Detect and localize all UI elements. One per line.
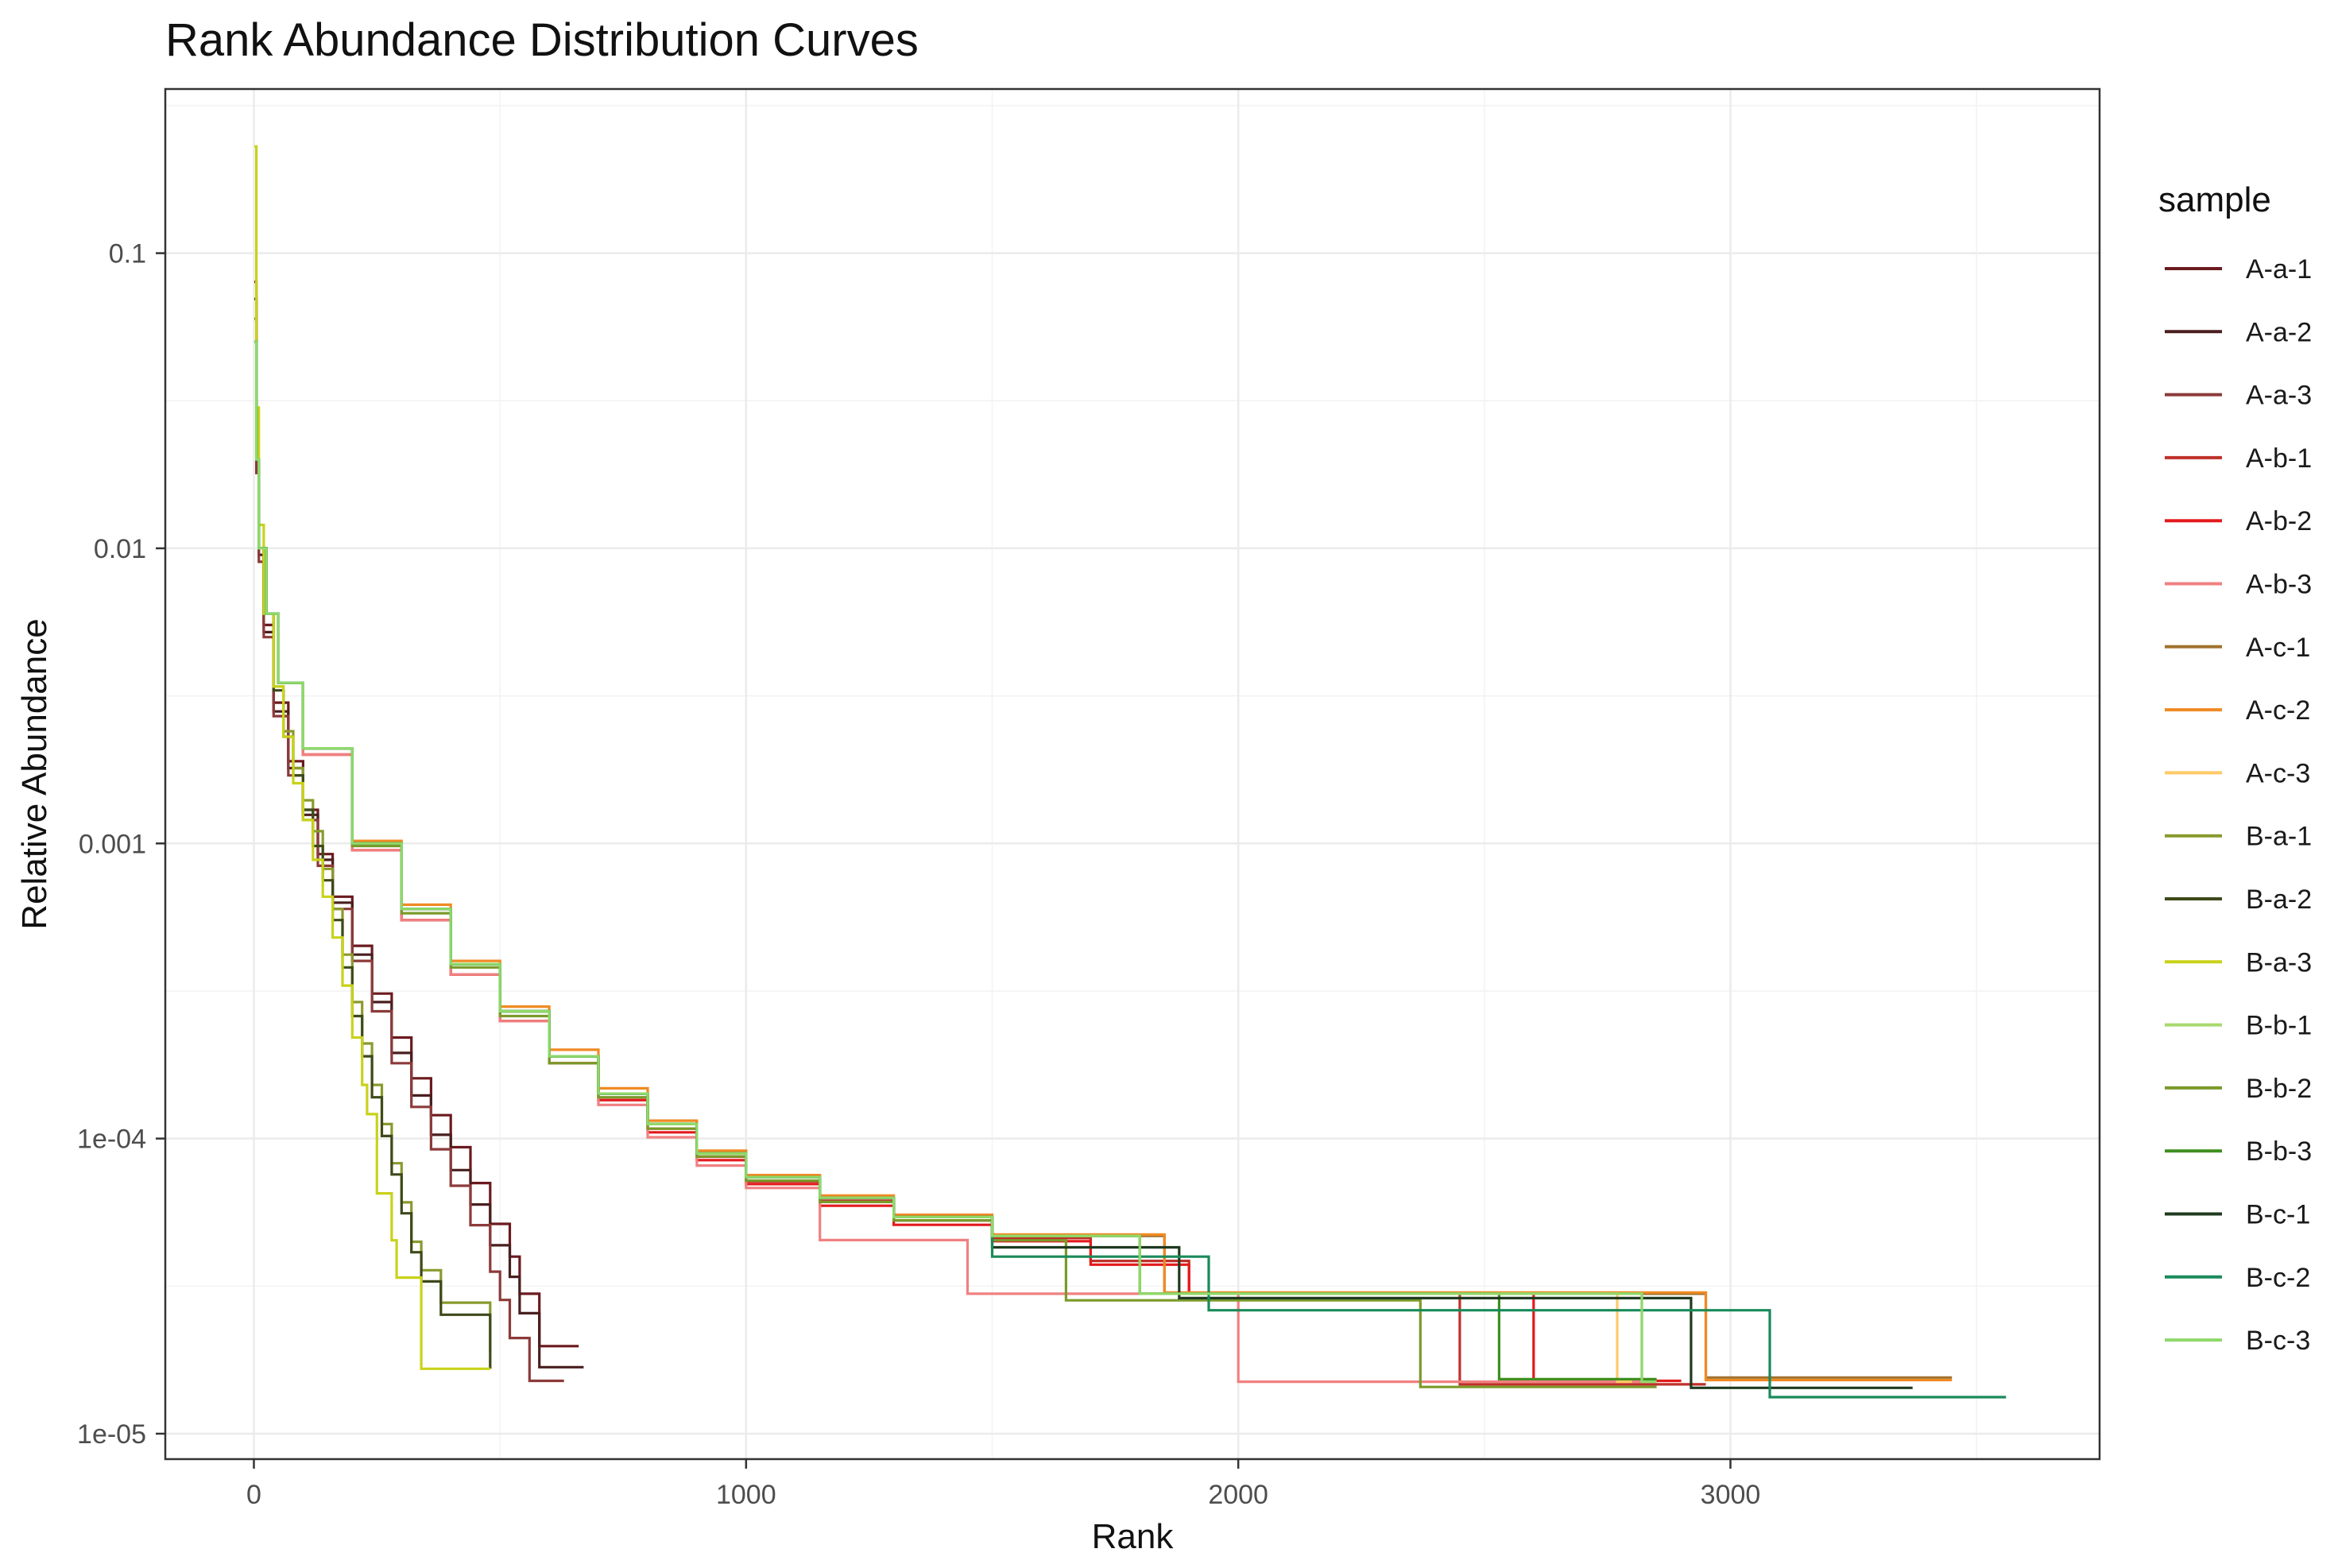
series-lines <box>254 145 2007 1399</box>
legend-item-A-b-3: A-b-3 <box>2165 570 2312 600</box>
x-axis: 0 1000 2000 3000 <box>246 1459 1760 1510</box>
legend-item-B-c-2: B-c-2 <box>2165 1263 2310 1293</box>
legend-item-B-b-1: B-b-1 <box>2165 1011 2312 1041</box>
legend-label-B-a-1: B-a-1 <box>2246 822 2312 852</box>
legend-item-B-a-1: B-a-1 <box>2165 822 2312 852</box>
legend-label-B-c-2: B-c-2 <box>2246 1263 2310 1293</box>
legend-item-B-a-3: B-a-3 <box>2165 947 2312 978</box>
legend-label-A-b-3: A-b-3 <box>2246 570 2312 600</box>
legend-label-B-a-3: B-a-3 <box>2246 947 2312 978</box>
legend-label-A-a-2: A-a-2 <box>2246 317 2312 347</box>
x-tick-label: 3000 <box>1701 1480 1761 1510</box>
y-tick-label: 0.001 <box>79 829 146 859</box>
legend-label-B-c-3: B-c-3 <box>2246 1326 2310 1356</box>
y-tick-label: 1e-04 <box>77 1125 146 1155</box>
series-line-A-a-3 <box>254 317 564 1383</box>
series-line-B-c-3 <box>254 340 1657 1384</box>
plot-panel-border <box>164 87 2101 1461</box>
legend-label-B-a-2: B-a-2 <box>2246 885 2312 915</box>
legend-item-A-c-1: A-c-1 <box>2165 633 2310 663</box>
y-axis: 1e-05 1e-04 0.001 0.01 0.1 <box>77 239 165 1450</box>
legend-item-B-b-2: B-b-2 <box>2165 1074 2312 1104</box>
legend-label-B-b-3: B-b-3 <box>2246 1136 2312 1167</box>
x-tick-label: 1000 <box>716 1480 776 1510</box>
legend-item-A-a-1: A-a-1 <box>2165 254 2312 285</box>
legend-item-A-c-3: A-c-3 <box>2165 758 2310 788</box>
legend-label-A-b-1: A-b-1 <box>2246 443 2312 474</box>
legend-label-A-c-1: A-c-1 <box>2246 633 2310 663</box>
x-tick-label: 0 <box>246 1480 261 1510</box>
legend-item-B-c-1: B-c-1 <box>2165 1200 2310 1230</box>
chart-title: Rank Abundance Distribution Curves <box>165 14 919 66</box>
legend-label-A-c-3: A-c-3 <box>2246 758 2310 788</box>
legend-item-A-b-2: A-b-2 <box>2165 506 2312 536</box>
legend-item-A-a-3: A-a-3 <box>2165 381 2312 411</box>
legend-item-B-c-3: B-c-3 <box>2165 1326 2310 1356</box>
y-axis-title: Relative Abundance <box>15 618 54 929</box>
legend-label-B-b-1: B-b-1 <box>2246 1011 2312 1041</box>
y-tick-label: 1e-05 <box>77 1419 146 1450</box>
legend-label-B-b-2: B-b-2 <box>2246 1074 2312 1104</box>
y-tick-label: 0.01 <box>94 534 146 564</box>
gridlines <box>165 89 2100 1459</box>
legend-item-B-a-2: B-a-2 <box>2165 885 2312 915</box>
legend-item-A-a-2: A-a-2 <box>2165 317 2312 347</box>
x-axis-title: Rank <box>1092 1517 1175 1556</box>
y-tick-label: 0.1 <box>109 239 146 269</box>
legend-label-A-b-2: A-b-2 <box>2246 506 2312 536</box>
legend-item-A-c-2: A-c-2 <box>2165 695 2310 726</box>
legend-item-B-b-3: B-b-3 <box>2165 1136 2312 1167</box>
legend-label-A-a-1: A-a-1 <box>2246 254 2312 285</box>
legend: A-a-1 A-a-2 A-a-3 A-b-1 A-b-2 A-b-3 A-c-1 A-c-2… <box>2165 254 2312 1356</box>
legend-label-A-a-3: A-a-3 <box>2246 381 2312 411</box>
legend-item-A-b-1: A-b-1 <box>2165 443 2312 474</box>
legend-label-B-c-1: B-c-1 <box>2246 1200 2310 1230</box>
plot-panel <box>165 89 2100 1459</box>
legend-label-A-c-2: A-c-2 <box>2246 695 2310 726</box>
x-tick-label: 2000 <box>1208 1480 1268 1510</box>
legend-title: sample <box>2158 180 2271 219</box>
